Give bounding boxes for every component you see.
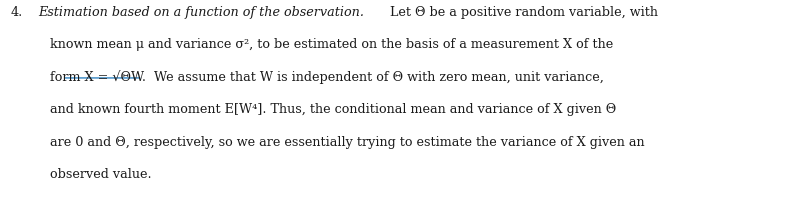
- Text: form X = √ΘW.  We assume that W is independent of Θ with zero mean, unit varianc: form X = √ΘW. We assume that W is indepe…: [50, 70, 603, 84]
- Text: known mean μ and variance σ², to be estimated on the basis of a measurement X of: known mean μ and variance σ², to be esti…: [50, 38, 613, 51]
- Text: are 0 and Θ, respectively, so we are essentially trying to estimate the variance: are 0 and Θ, respectively, so we are ess…: [50, 136, 644, 149]
- Text: observed value.: observed value.: [50, 168, 151, 181]
- Text: Estimation based on a function of the observation.: Estimation based on a function of the ob…: [38, 6, 364, 19]
- Text: 4.: 4.: [10, 6, 22, 19]
- Text: Let Θ be a positive random variable, with: Let Θ be a positive random variable, wit…: [386, 6, 658, 19]
- Text: and known fourth moment E[W⁴]. Thus, the conditional mean and variance of X give: and known fourth moment E[W⁴]. Thus, the…: [50, 103, 616, 116]
